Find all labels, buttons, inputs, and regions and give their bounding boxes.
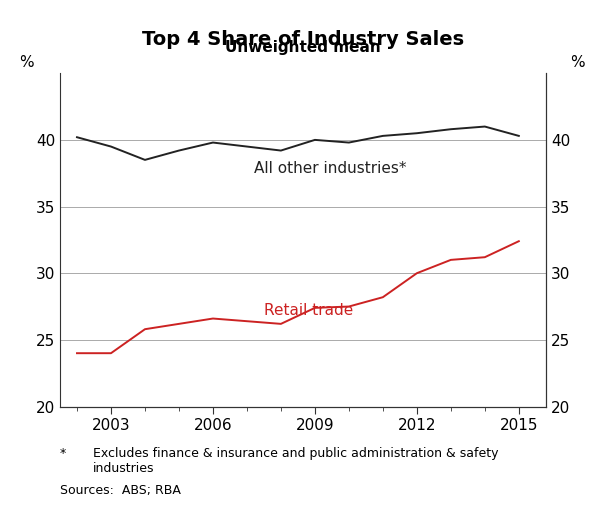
- Text: Unweighted mean: Unweighted mean: [225, 40, 381, 55]
- Text: All other industries*: All other industries*: [254, 161, 406, 176]
- Title: Top 4 Share of Industry Sales: Top 4 Share of Industry Sales: [142, 30, 464, 49]
- Text: %: %: [570, 55, 585, 70]
- Text: *: *: [60, 447, 66, 460]
- Text: %: %: [19, 55, 33, 70]
- Text: Excludes finance & insurance and public administration & safety
industries: Excludes finance & insurance and public …: [93, 447, 499, 475]
- Text: Retail trade: Retail trade: [264, 302, 353, 318]
- Text: Sources:  ABS; RBA: Sources: ABS; RBA: [60, 484, 181, 497]
